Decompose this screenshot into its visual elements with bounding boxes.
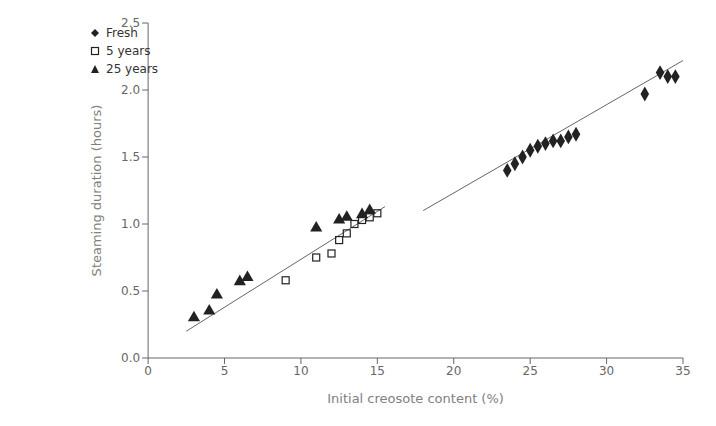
html-text:Fresh: Fresh (106, 26, 138, 40)
svg-text:0: 0 (144, 364, 152, 378)
svg-text:35: 35 (675, 364, 690, 378)
svg-text:20: 20 (446, 364, 461, 378)
svg-text:Steaming duration (hours): Steaming duration (hours) (89, 105, 104, 277)
svg-text:10: 10 (293, 364, 308, 378)
svg-text:1.0: 1.0 (121, 217, 140, 231)
html-text:25 years: 25 years (106, 62, 159, 76)
svg-text:0.0: 0.0 (121, 351, 140, 365)
svg-text:2.5: 2.5 (121, 16, 140, 30)
svg-text:30: 30 (599, 364, 614, 378)
svg-text:Initial creosote content (%): Initial creosote content (%) (327, 391, 504, 406)
svg-text:25: 25 (523, 364, 538, 378)
svg-text:2.0: 2.0 (121, 83, 140, 97)
svg-text:15: 15 (370, 364, 385, 378)
html-text:5 years: 5 years (106, 44, 151, 58)
svg-text:1.5: 1.5 (121, 150, 140, 164)
svg-text:5: 5 (221, 364, 229, 378)
svg-text:0.5: 0.5 (121, 284, 140, 298)
